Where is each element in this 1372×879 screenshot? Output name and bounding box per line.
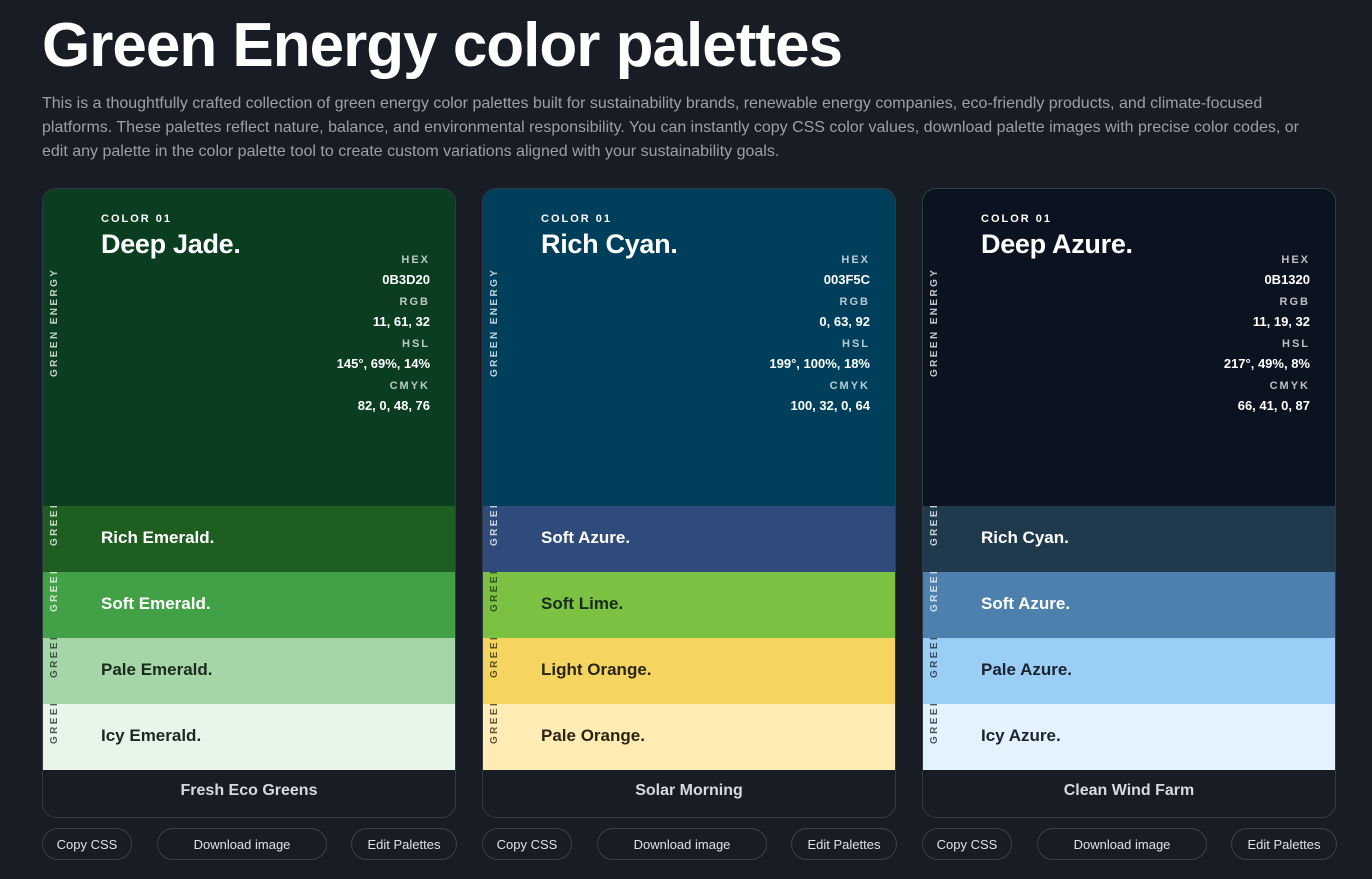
vertical-palette-label: GREEN ENERGY [49, 267, 60, 377]
color-codes: HEX 0B3D20 RGB 11, 61, 32 HSL 145°, 69%, 14% C… [337, 253, 430, 413]
color-swatch[interactable]: GREEN ENERGY Soft Lime. [483, 572, 895, 638]
edit-palettes-button[interactable]: Edit Palettes [791, 828, 897, 860]
download-image-button[interactable]: Download image [157, 828, 327, 860]
color-name: Icy Azure. [981, 726, 1061, 745]
color-name: Soft Azure. [541, 528, 631, 547]
color-swatch[interactable]: GREEN ENERGY Icy Emerald. [43, 704, 455, 770]
color-name: Pale Orange. [541, 726, 645, 745]
color-name: Soft Emerald. [101, 594, 211, 613]
color-codes: HEX 003F5C RGB 0, 63, 92 HSL 199°, 100%, 18% C… [769, 253, 870, 413]
main-color-name: Deep Jade. [101, 229, 241, 259]
hex-value[interactable]: 0B3D20 [382, 272, 430, 287]
copy-css-button[interactable]: Copy CSS [42, 828, 132, 860]
edit-palettes-button[interactable]: Edit Palettes [1231, 828, 1337, 860]
rgb-label: RGB [399, 296, 430, 308]
download-image-button[interactable]: Download image [597, 828, 767, 860]
color-index-label: COLOR 01 [981, 213, 1053, 225]
cmyk-label: CMYK [389, 380, 430, 392]
main-color-name: Deep Azure. [981, 229, 1133, 259]
hex-label: HEX [401, 254, 430, 266]
hex-label: HEX [1281, 254, 1310, 266]
palette-name[interactable]: Fresh Eco Greens [180, 782, 318, 799]
color-swatch[interactable]: GREEN ENERGY Pale Emerald. [43, 638, 455, 704]
hex-value[interactable]: 0B1320 [1264, 272, 1310, 287]
palette-name[interactable]: Clean Wind Farm [1063, 782, 1195, 799]
color-codes: HEX 0B1320 RGB 11, 19, 32 HSL 217°, 49%, 8% CM… [1224, 253, 1310, 413]
vertical-palette-label: GREEN ENERGY [489, 638, 511, 678]
cmyk-value[interactable]: 82, 0, 48, 76 [357, 398, 430, 413]
copy-css-button[interactable]: Copy CSS [482, 828, 572, 860]
color-swatch[interactable]: GREEN ENERGY Soft Azure. [483, 506, 895, 572]
hsl-value[interactable]: 145°, 69%, 14% [336, 356, 430, 371]
rgb-value[interactable]: 0, 63, 92 [819, 314, 870, 329]
vertical-palette-label: GREEN ENERGY [929, 267, 940, 377]
color-name: Pale Emerald. [101, 660, 213, 679]
vertical-palette-label: GREEN ENERGY [489, 267, 500, 377]
color-swatch[interactable]: GREEN ENERGY Rich Cyan. [923, 506, 1335, 572]
palette-card[interactable]: GREEN ENERGY COLOR 01 Rich Cyan. HEX 003F5C R… [482, 188, 896, 818]
color-name: Rich Emerald. [101, 528, 215, 547]
rgb-value[interactable]: 11, 61, 32 [372, 314, 430, 329]
vertical-palette-label: GREEN ENERGY [49, 638, 71, 678]
vertical-palette-label: GREEN ENERGY [489, 704, 511, 744]
vertical-palette-label: GREEN ENERGY [489, 572, 511, 612]
main-color-swatch[interactable]: GREEN ENERGY COLOR 01 Rich Cyan. HEX 003F5C R… [483, 189, 895, 506]
color-name: Light Orange. [541, 660, 652, 679]
color-swatch[interactable]: GREEN ENERGY Pale Azure. [923, 638, 1335, 704]
vertical-palette-label: GREEN ENERGY [49, 506, 71, 546]
rgb-label: RGB [1279, 296, 1310, 308]
cmyk-value[interactable]: 66, 41, 0, 87 [1237, 398, 1310, 413]
hsl-label: HSL [402, 338, 430, 350]
page-intro: This is a thoughtfully crafted collectio… [42, 95, 1299, 160]
palette-name[interactable]: Solar Morning [635, 782, 743, 799]
hsl-label: HSL [842, 338, 870, 350]
color-index-label: COLOR 01 [541, 213, 613, 225]
hex-label: HEX [841, 254, 870, 266]
color-swatch[interactable]: GREEN ENERGY Soft Azure. [923, 572, 1335, 638]
cmyk-label: CMYK [1269, 380, 1310, 392]
color-name: Pale Azure. [981, 660, 1073, 679]
color-name: Icy Emerald. [101, 726, 202, 745]
vertical-palette-label: GREEN ENERGY [929, 506, 951, 546]
cmyk-label: CMYK [829, 380, 870, 392]
vertical-palette-label: GREEN ENERGY [49, 704, 71, 744]
main-color-name: Rich Cyan. [541, 229, 678, 259]
copy-css-button[interactable]: Copy CSS [922, 828, 1012, 860]
palette-card[interactable]: GREEN ENERGY COLOR 01 Deep Azure. HEX 0B1320… [922, 188, 1336, 818]
hsl-value[interactable]: 217°, 49%, 8% [1223, 356, 1310, 371]
color-swatch[interactable]: GREEN ENERGY Icy Azure. [923, 704, 1335, 770]
color-swatch[interactable]: GREEN ENERGY Soft Emerald. [43, 572, 455, 638]
edit-palettes-button[interactable]: Edit Palettes [351, 828, 457, 860]
color-swatch[interactable]: GREEN ENERGY Rich Emerald. [43, 506, 455, 572]
color-name: Soft Lime. [541, 594, 624, 613]
hsl-value[interactable]: 199°, 100%, 18% [769, 356, 870, 371]
color-name: Rich Cyan. [981, 528, 1069, 547]
rgb-label: RGB [839, 296, 870, 308]
vertical-palette-label: GREEN ENERGY [49, 572, 71, 612]
vertical-palette-label: GREEN ENERGY [489, 506, 511, 546]
color-index-label: COLOR 01 [101, 213, 173, 225]
rgb-value[interactable]: 11, 19, 32 [1252, 314, 1310, 329]
download-image-button[interactable]: Download image [1037, 828, 1207, 860]
hsl-label: HSL [1282, 338, 1310, 350]
vertical-palette-label: GREEN ENERGY [929, 572, 951, 612]
main-color-swatch[interactable]: GREEN ENERGY COLOR 01 Deep Azure. HEX 0B1320… [923, 189, 1335, 506]
palette-card[interactable]: GREEN ENERGY COLOR 01 Deep Jade. HEX 0B3D20 R… [42, 188, 456, 818]
page-title: Green Energy color palettes [42, 11, 843, 80]
color-swatch[interactable]: GREEN ENERGY Light Orange. [483, 638, 895, 704]
color-name: Soft Azure. [981, 594, 1071, 613]
hex-value[interactable]: 003F5C [823, 272, 870, 287]
main-color-swatch[interactable]: GREEN ENERGY COLOR 01 Deep Jade. HEX 0B3D20 R… [43, 189, 455, 506]
color-swatch[interactable]: GREEN ENERGY Pale Orange. [483, 704, 895, 770]
vertical-palette-label: GREEN ENERGY [929, 638, 951, 678]
vertical-palette-label: GREEN ENERGY [929, 704, 951, 744]
cmyk-value[interactable]: 100, 32, 0, 64 [790, 398, 870, 413]
